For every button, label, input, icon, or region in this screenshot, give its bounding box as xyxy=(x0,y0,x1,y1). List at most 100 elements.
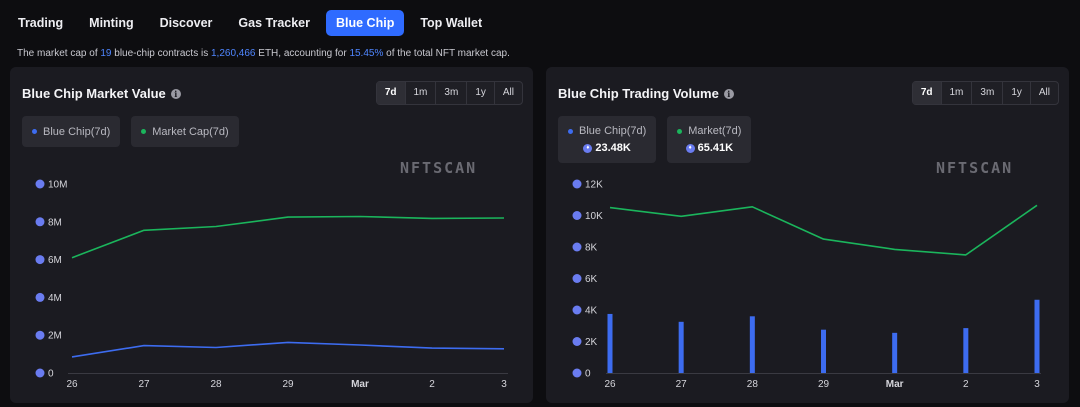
range-1y[interactable]: 1y xyxy=(1003,82,1031,104)
green-dot-icon xyxy=(677,128,683,134)
tab-minting[interactable]: Minting xyxy=(89,16,134,30)
green-dot-icon xyxy=(141,129,147,134)
y-tick-label: 10M xyxy=(48,180,67,191)
eth-icon xyxy=(572,368,582,378)
y-tick-label: 6K xyxy=(585,274,598,285)
series-line-market-cap-7d- xyxy=(71,215,505,259)
chart-legend: Blue Chip(7d) Market Cap(7d) xyxy=(22,116,239,147)
range-7d[interactable]: 7d xyxy=(376,82,406,104)
nftscan-watermark: NFTSCAN xyxy=(400,159,478,177)
legend-market-cap[interactable]: Market Cap(7d) xyxy=(131,116,239,147)
y-tick-label: 8M xyxy=(48,217,62,228)
legend-label: Market Cap(7d) xyxy=(152,125,229,138)
trading-volume-card: Blue Chip Trading Volume i 7d 1m 3m 1y A… xyxy=(546,67,1069,403)
range-all[interactable]: All xyxy=(1038,87,1050,98)
info-icon[interactable]: i xyxy=(170,88,181,99)
card-title: Blue Chip Trading Volume i xyxy=(558,86,734,101)
eth-icon xyxy=(35,179,45,189)
tab-blue-chip[interactable]: Blue Chip xyxy=(326,10,405,36)
legend-market[interactable]: Market(7d) ♦ 65.41K xyxy=(667,116,752,163)
legend-label: Blue Chip(7d) xyxy=(43,125,111,138)
legend-value: 65.41K xyxy=(697,142,734,154)
x-tick-label: 26 xyxy=(604,379,616,390)
legend-value: 23.48K xyxy=(595,142,631,154)
x-tick-label: 29 xyxy=(818,379,830,390)
blue-dot-icon xyxy=(568,128,573,134)
legend-blue-chip[interactable]: Blue Chip(7d) xyxy=(22,116,121,147)
time-range-selector: 7d 1m 3m 1y All xyxy=(375,81,523,105)
range-3m[interactable]: 3m xyxy=(436,82,468,104)
info-icon[interactable]: i xyxy=(723,88,734,99)
x-tick-label: 2 xyxy=(429,379,435,390)
y-tick-label: 4K xyxy=(585,306,598,317)
tab-gas-tracker[interactable]: Gas Tracker xyxy=(238,16,310,30)
eth-icon xyxy=(572,274,582,283)
chart-legend: Blue Chip(7d) ♦ 23.48K Market(7d) ♦ 65.41K xyxy=(558,116,752,163)
tab-top-wallet[interactable]: Top Wallet xyxy=(420,16,483,30)
y-tick-label: 10K xyxy=(585,211,603,222)
series-line-blue-chip-7d- xyxy=(71,341,505,358)
contract-count: 19 xyxy=(100,48,112,59)
range-3m[interactable]: 3m xyxy=(972,82,1004,104)
x-tick-label: Mar xyxy=(886,379,904,390)
eth-icon xyxy=(572,337,582,346)
market-value-title: Blue Chip Market Value xyxy=(22,86,166,101)
top-nav: Trading Minting Discover Gas Tracker Blu… xyxy=(8,10,492,36)
eth-icon: ♦ xyxy=(583,143,593,153)
eth-icon xyxy=(35,368,45,378)
eth-icon xyxy=(35,217,45,227)
range-1m[interactable]: 1m xyxy=(942,82,973,104)
x-tick-label: 26 xyxy=(66,379,78,390)
x-tick-label: 2 xyxy=(963,379,969,390)
time-range-selector: 7d 1m 3m 1y All xyxy=(911,81,1059,105)
market-value-chart: 0 2M 4M 6M 8M 10M 26 27 28 29 Mar 2 3 xyxy=(35,179,508,390)
eth-icon xyxy=(572,305,582,315)
volume-bar xyxy=(607,313,613,373)
blue-dot-icon xyxy=(32,129,37,134)
y-tick-label: 6M xyxy=(48,255,62,266)
x-tick-label: 3 xyxy=(1034,379,1040,390)
range-1y[interactable]: 1y xyxy=(467,82,495,104)
x-tick-label: 28 xyxy=(747,379,759,390)
y-tick-label: 12K xyxy=(585,180,603,191)
x-tick-label: 28 xyxy=(210,379,222,390)
y-tick-label: 0 xyxy=(48,369,54,380)
nftscan-watermark: NFTSCAN xyxy=(936,159,1014,177)
x-tick-label: 27 xyxy=(138,379,150,390)
tab-trading[interactable]: Trading xyxy=(18,16,64,30)
y-tick-label: 2K xyxy=(585,337,598,348)
eth-icon: ♦ xyxy=(685,143,695,153)
y-tick-label: 0 xyxy=(585,369,591,380)
legend-label: Blue Chip(7d) xyxy=(579,125,647,137)
range-1m[interactable]: 1m xyxy=(406,82,437,104)
x-tick-label: 3 xyxy=(501,379,507,390)
volume-bar xyxy=(963,328,969,373)
eth-icon xyxy=(572,179,582,189)
card-title: Blue Chip Market Value i xyxy=(22,86,181,101)
legend-label: Market(7d) xyxy=(688,125,742,137)
market-value-card: Blue Chip Market Value i 7d 1m 3m 1y All… xyxy=(10,67,533,403)
eth-icon xyxy=(35,330,45,340)
x-tick-label: 27 xyxy=(676,379,688,390)
summary-suffix: of the total NFT market cap. xyxy=(383,48,510,59)
market-cap-summary: The market cap of 19 blue-chip contracts… xyxy=(17,48,510,59)
volume-bar xyxy=(892,332,898,373)
market-cap-percent: 15.45% xyxy=(349,48,384,59)
eth-icon xyxy=(35,255,45,265)
series-line-market-7d- xyxy=(609,204,1038,256)
y-tick-label: 2M xyxy=(48,331,62,342)
x-tick-label: Mar xyxy=(351,379,369,390)
range-7d[interactable]: 7d xyxy=(912,82,942,104)
volume-bar xyxy=(1034,299,1040,373)
eth-icon xyxy=(35,292,45,302)
range-all[interactable]: All xyxy=(502,87,514,98)
volume-bar xyxy=(678,321,684,373)
summary-prefix: The market cap of xyxy=(17,48,101,59)
legend-blue-chip[interactable]: Blue Chip(7d) ♦ 23.48K xyxy=(558,116,657,163)
trading-volume-title: Blue Chip Trading Volume xyxy=(558,86,719,101)
summary-mid2: ETH, accounting for xyxy=(255,48,350,59)
volume-bar xyxy=(749,316,755,373)
eth-icon xyxy=(572,211,582,220)
summary-mid1: blue-chip contracts is xyxy=(111,48,211,59)
tab-discover[interactable]: Discover xyxy=(159,16,213,30)
